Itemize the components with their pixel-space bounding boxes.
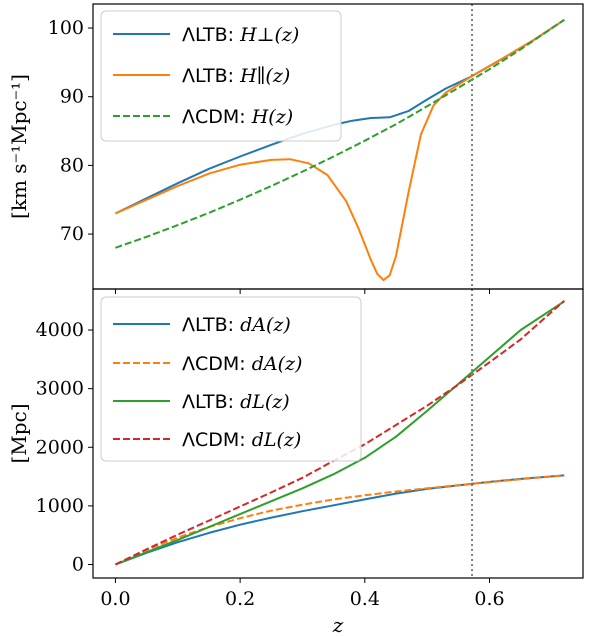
distance-panel: 0 1000 2000 3000 4000 0.0 0.2 0.4 0.6 [Mpc] z ΛLTB:…	[7, 288, 584, 637]
series-line-0	[115, 474, 565, 566]
legend-label-1: ΛLTB: H∥(z)	[182, 65, 290, 87]
legend-label-0: ΛLTB: H⊥(z)	[182, 24, 299, 46]
legend-label-0: ΛLTB: dA(z)	[182, 314, 291, 336]
legend: ΛLTB: dA(z) ΛCDM: dA(z) ΛLTB: dL(z) ΛCDM: d…	[100, 296, 362, 462]
legend-label-3: ΛCDM: dL(z)	[182, 429, 301, 451]
y-axis-label: [Mpc]	[7, 403, 31, 463]
y-tick-label: 70	[60, 223, 84, 245]
legend-label-2: ΛCDM: H(z)	[182, 106, 293, 128]
y-tick-label: 3000	[36, 378, 84, 400]
x-tick-label: 0.0	[100, 588, 130, 610]
y-tick-label: 90	[60, 86, 84, 108]
y-tick-label: 1000	[36, 495, 84, 517]
series-line-2	[115, 18, 565, 249]
x-tick-label: 0.4	[350, 588, 380, 610]
axes-frame	[92, 288, 584, 579]
y-tick-label: 4000	[36, 319, 84, 341]
legend: ΛLTB: H⊥(z) ΛLTB: H∥(z) ΛCDM: H(z)	[100, 10, 342, 142]
series-line-1	[114, 18, 565, 282]
legend-label-1: ΛCDM: dA(z)	[182, 353, 302, 375]
y-tick-label: 80	[60, 154, 84, 176]
y-tick-label: 100	[48, 17, 84, 39]
x-axis-label: z	[332, 613, 344, 637]
series-line-1	[114, 474, 565, 566]
series-line-2	[115, 300, 565, 566]
x-tick-label: 0.6	[474, 588, 504, 610]
y-tick-label: 2000	[36, 436, 84, 458]
x-tick-label: 0.2	[225, 588, 255, 610]
y-tick-label: 0	[72, 554, 84, 576]
y-axis-label: [km s⁻¹Mpc⁻¹]	[7, 74, 31, 219]
legend-label-2: ΛLTB: dL(z)	[182, 391, 290, 413]
